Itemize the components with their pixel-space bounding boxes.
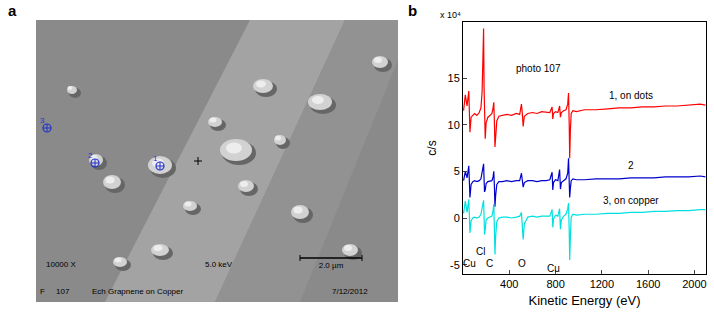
svg-text:Cu: Cu (547, 263, 560, 274)
svg-text:Cu: Cu (463, 258, 476, 269)
svg-text:Ech Grapnene on Copper: Ech Grapnene on Copper (92, 287, 184, 296)
svg-text:5.0 keV: 5.0 keV (205, 260, 233, 269)
svg-text:400: 400 (500, 278, 518, 290)
svg-text:15: 15 (448, 72, 460, 84)
svg-text:1600: 1600 (636, 278, 660, 290)
svg-text:107: 107 (56, 287, 70, 296)
svg-text:3, on copper: 3, on copper (603, 195, 659, 206)
svg-text:10: 10 (448, 119, 460, 131)
svg-text:2: 2 (628, 160, 634, 171)
svg-text:0: 0 (454, 212, 460, 224)
svg-text:7/12/2012: 7/12/2012 (332, 287, 368, 296)
svg-text:x 10⁴: x 10⁴ (440, 10, 461, 20)
svg-text:2000: 2000 (682, 278, 706, 290)
svg-text:F: F (40, 287, 45, 296)
svg-text:1, on dots: 1, on dots (609, 90, 653, 101)
svg-text:5: 5 (454, 165, 460, 177)
html-text:a: a (8, 2, 17, 19)
svg-text:Kinetic Energy (eV): Kinetic Energy (eV) (529, 293, 641, 308)
svg-text:C: C (486, 258, 493, 269)
svg-text:Cl: Cl (476, 246, 485, 257)
svg-text:3: 3 (40, 116, 45, 125)
svg-text:1200: 1200 (590, 278, 614, 290)
svg-text:800: 800 (546, 278, 564, 290)
svg-text:1: 1 (153, 154, 158, 163)
svg-text:photo 107: photo 107 (516, 63, 561, 74)
svg-text:-5: -5 (450, 259, 460, 271)
html-text:b: b (408, 2, 418, 19)
svg-text:O: O (518, 258, 526, 269)
svg-text:c/s: c/s (425, 140, 439, 155)
svg-text:2: 2 (88, 151, 93, 160)
svg-text:10000 X: 10000 X (46, 260, 76, 269)
svg-text:2.0 µm: 2.0 µm (319, 261, 344, 270)
